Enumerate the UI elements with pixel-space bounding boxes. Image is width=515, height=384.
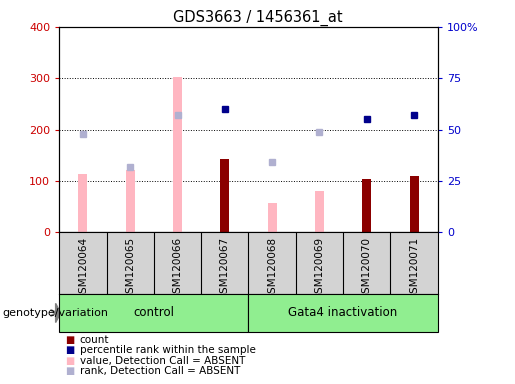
Text: ■: ■	[65, 335, 74, 345]
Bar	[78, 174, 88, 232]
Text: control: control	[133, 306, 175, 319]
Bar	[220, 159, 229, 232]
Bar	[268, 202, 277, 232]
Text: GSM120071: GSM120071	[409, 237, 419, 300]
Polygon shape	[56, 303, 61, 323]
Bar	[362, 179, 371, 232]
Text: GSM120068: GSM120068	[267, 237, 277, 300]
Text: ■: ■	[65, 366, 74, 376]
Text: genotype/variation: genotype/variation	[3, 308, 109, 318]
Bar	[126, 170, 135, 232]
Text: ■: ■	[65, 345, 74, 355]
Text: value, Detection Call = ABSENT: value, Detection Call = ABSENT	[80, 356, 245, 366]
Text: GSM120064: GSM120064	[78, 237, 88, 300]
Text: GSM120069: GSM120069	[315, 237, 324, 300]
Text: Gata4 inactivation: Gata4 inactivation	[288, 306, 398, 319]
Bar	[315, 191, 324, 232]
Bar	[173, 77, 182, 232]
Text: GSM120070: GSM120070	[362, 237, 372, 300]
Text: percentile rank within the sample: percentile rank within the sample	[80, 345, 256, 355]
Text: GDS3663 / 1456361_at: GDS3663 / 1456361_at	[173, 10, 342, 26]
Text: GSM120067: GSM120067	[220, 237, 230, 300]
Text: count: count	[80, 335, 109, 345]
Text: ■: ■	[65, 356, 74, 366]
Bar	[409, 176, 419, 232]
Text: GSM120066: GSM120066	[173, 237, 182, 300]
Text: rank, Detection Call = ABSENT: rank, Detection Call = ABSENT	[80, 366, 240, 376]
Text: GSM120065: GSM120065	[125, 237, 135, 300]
